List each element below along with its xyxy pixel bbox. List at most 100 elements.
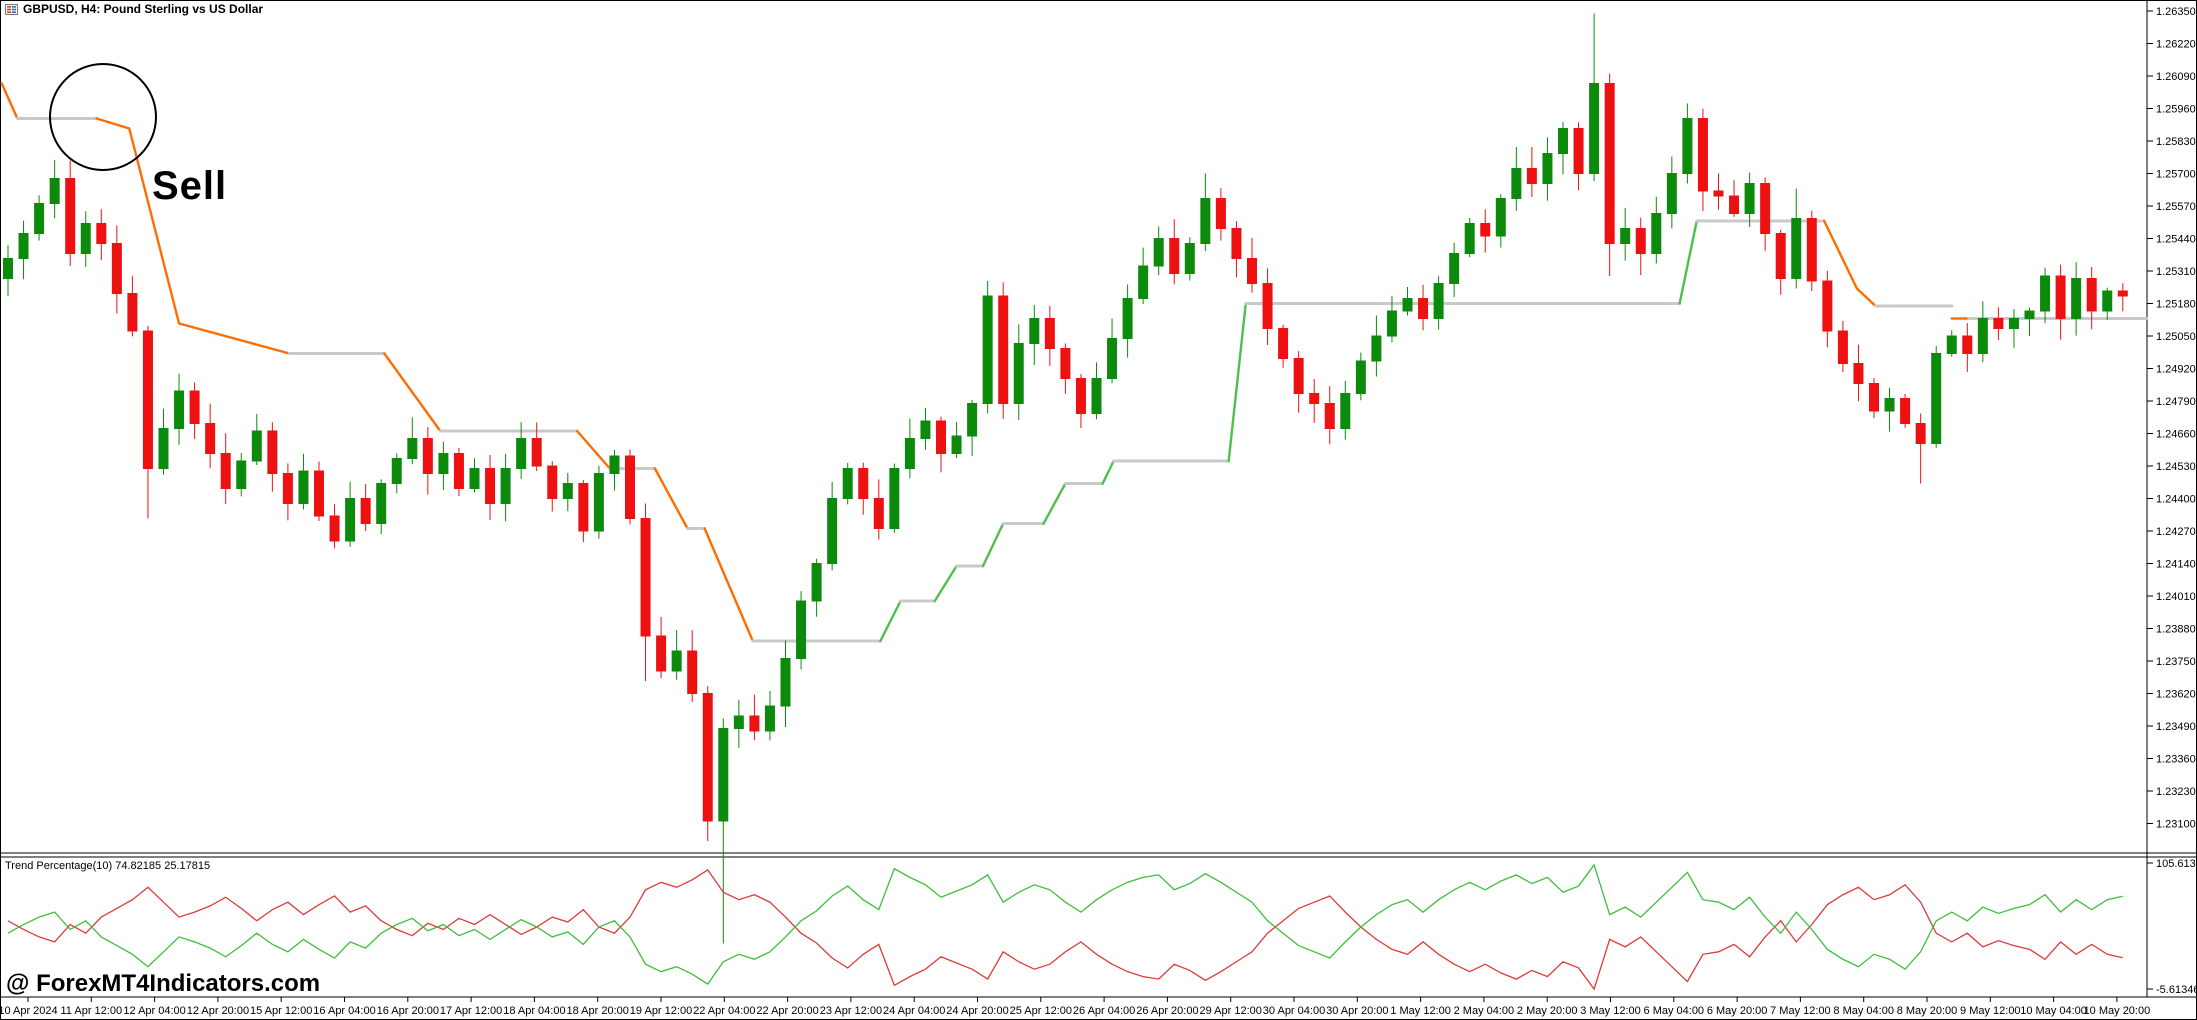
candle-bearish	[873, 498, 884, 529]
trend-line-segment-up	[879, 599, 902, 643]
price-tick-label: 1.24270	[2156, 526, 2196, 538]
candle-bullish	[1791, 218, 1802, 279]
time-tick-label: 22 Apr 20:00	[756, 1005, 818, 1017]
candle-bearish	[687, 650, 698, 694]
price-tick-label: 1.24790	[2156, 396, 2196, 408]
candle-bearish	[2117, 290, 2128, 297]
time-tick-label: 2 May 20:00	[1517, 1005, 1578, 1017]
sell-annotation-label: Sell	[152, 164, 228, 208]
indicator-pane[interactable]	[0, 858, 2147, 997]
time-tick-label: 6 May 20:00	[1707, 1005, 1768, 1017]
time-tick-label: 24 Apr 04:00	[883, 1005, 945, 1017]
candle-bearish	[96, 223, 107, 244]
candle-bullish	[174, 390, 185, 429]
candle-bearish	[1309, 393, 1320, 404]
time-axis[interactable]	[0, 998, 2197, 1020]
trend-line-segment-down	[0, 82, 19, 120]
time-tick-label: 30 Apr 04:00	[1263, 1005, 1325, 1017]
price-tick-label: 1.24530	[2156, 461, 2196, 473]
price-tick-label: 1.25440	[2156, 234, 2196, 246]
candle-bullish	[842, 468, 853, 499]
candle-bearish	[65, 178, 76, 254]
candle-bearish	[1075, 378, 1086, 414]
price-tick-label: 1.24010	[2156, 591, 2196, 603]
trend-line-segment-up	[1101, 459, 1115, 485]
candle-bearish	[1169, 238, 1180, 274]
candle-bullish	[158, 428, 169, 469]
price-axis[interactable]	[2148, 0, 2197, 997]
watermark: @ ForexMT4Indicators.com	[6, 970, 321, 997]
candle-bearish	[1713, 190, 1724, 197]
price-tick-label: 1.25570	[2156, 201, 2196, 213]
candle-bearish	[531, 438, 542, 467]
price-tick-label: 1.26220	[2156, 39, 2196, 51]
price-tick-label: 1.23230	[2156, 786, 2196, 798]
candle-bearish	[1915, 423, 1926, 444]
candle-bullish	[1138, 265, 1149, 299]
candle-bullish	[298, 470, 309, 504]
time-tick-label: 16 Apr 20:00	[377, 1005, 439, 1017]
candle-bullish	[1184, 243, 1195, 274]
time-tick-label: 16 Apr 04:00	[313, 1005, 375, 1017]
candle-bullish	[2008, 318, 2019, 329]
trend-line-segment-up	[981, 522, 1005, 568]
candle-bullish	[1744, 183, 1755, 214]
time-tick-label: 26 Apr 20:00	[1136, 1005, 1198, 1017]
price-tick-label: 1.25310	[2156, 266, 2196, 278]
candle-bullish	[469, 468, 480, 489]
candle-bullish	[345, 498, 356, 542]
price-tick-label: 1.24660	[2156, 429, 2196, 441]
candle-bullish	[1946, 335, 1957, 354]
price-tick-label: 1.24920	[2156, 364, 2196, 376]
candle-bullish	[920, 420, 931, 439]
candle-bearish	[220, 453, 231, 489]
candle-bullish	[764, 705, 775, 732]
time-tick-label: 11 Apr 12:00	[61, 1005, 123, 1017]
candle-bearish	[1247, 258, 1257, 284]
indicator-max-label: 105.61346	[2156, 858, 2197, 870]
price-tick-label: 1.23360	[2156, 754, 2196, 766]
candle-bearish	[1480, 223, 1491, 237]
candle-bullish	[1122, 298, 1133, 339]
candle-bullish	[811, 563, 822, 602]
candle-bearish	[749, 715, 760, 732]
trend-line-segment-down	[95, 117, 131, 130]
candle-bearish	[656, 635, 667, 672]
time-tick-label: 10 May 20:00	[2084, 1005, 2151, 1017]
candle-bearish	[1822, 280, 1833, 332]
candle-bearish	[189, 390, 200, 424]
time-tick-label: 12 Apr 20:00	[187, 1005, 249, 1017]
candle-bearish	[1729, 195, 1740, 214]
candle-bearish	[1044, 318, 1055, 349]
candle-bullish	[1013, 343, 1024, 404]
price-tick-label: 1.23880	[2156, 624, 2196, 636]
candle-bearish	[1775, 233, 1786, 279]
candle-bullish	[718, 728, 729, 822]
candle-bullish	[889, 468, 900, 529]
trend-line-segment-up	[1042, 482, 1067, 525]
candle-bearish	[111, 243, 122, 294]
candle-bullish	[1542, 153, 1553, 184]
oscillator-up-line	[7, 863, 2123, 985]
price-tick-label: 1.26090	[2156, 71, 2196, 83]
candle-bearish	[547, 465, 558, 499]
candle-bullish	[236, 460, 247, 489]
candle-bearish	[1293, 358, 1304, 394]
candle-bearish	[314, 470, 324, 517]
candle-bullish	[49, 178, 60, 204]
price-tick-label: 1.24400	[2156, 494, 2196, 506]
candle-bearish	[1806, 218, 1817, 282]
candle-bearish	[1324, 403, 1335, 429]
candle-bearish	[2086, 278, 2097, 312]
candle-bullish	[1355, 360, 1366, 394]
price-tick-label: 1.26350	[2156, 6, 2196, 18]
candle-bullish	[982, 295, 993, 404]
candle-bearish	[1697, 118, 1708, 192]
time-tick-label: 19 Apr 12:00	[630, 1005, 692, 1017]
candle-bearish	[1993, 318, 2004, 329]
candle-bullish	[1977, 318, 1988, 354]
candle-bullish	[904, 438, 915, 469]
chart-title-bar[interactable]: GBPUSD, H4: Pound Sterling vs US Dollar	[5, 2, 263, 16]
candle-bullish	[2040, 275, 2051, 312]
